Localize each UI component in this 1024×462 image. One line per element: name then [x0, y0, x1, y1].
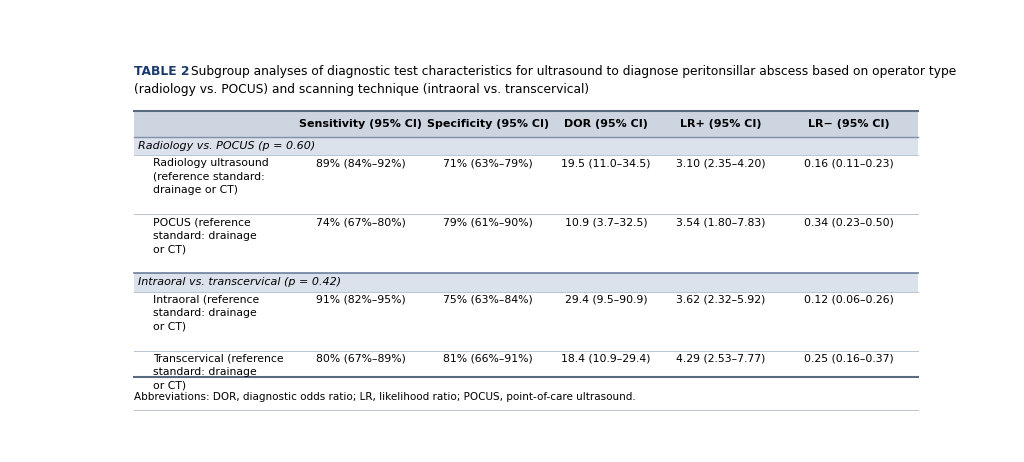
Text: 74% (67%–80%): 74% (67%–80%) — [315, 217, 406, 227]
Text: 3.62 (2.32–5.92): 3.62 (2.32–5.92) — [676, 294, 765, 304]
Text: 80% (67%–89%): 80% (67%–89%) — [315, 353, 406, 363]
Text: 0.34 (0.23–0.50): 0.34 (0.23–0.50) — [804, 217, 894, 227]
Text: (radiology vs. POCUS) and scanning technique (intraoral vs. transcervical): (radiology vs. POCUS) and scanning techn… — [134, 83, 590, 96]
Text: Subgroup analyses of diagnostic test characteristics for ultrasound to diagnose : Subgroup analyses of diagnostic test cha… — [191, 65, 956, 78]
Text: Intraoral (reference
standard: drainage
or CT): Intraoral (reference standard: drainage … — [153, 294, 259, 332]
Text: 75% (63%–84%): 75% (63%–84%) — [442, 294, 532, 304]
Text: DOR (95% CI): DOR (95% CI) — [564, 119, 648, 129]
Text: 29.4 (9.5–90.9): 29.4 (9.5–90.9) — [564, 294, 647, 304]
Text: 10.9 (3.7–32.5): 10.9 (3.7–32.5) — [564, 217, 647, 227]
Text: 91% (82%–95%): 91% (82%–95%) — [315, 294, 406, 304]
Text: Radiology vs. POCUS (p = 0.60): Radiology vs. POCUS (p = 0.60) — [138, 141, 315, 151]
Text: 79% (61%–90%): 79% (61%–90%) — [442, 217, 532, 227]
Text: POCUS (reference
standard: drainage
or CT): POCUS (reference standard: drainage or C… — [153, 217, 256, 254]
Text: 3.10 (2.35–4.20): 3.10 (2.35–4.20) — [676, 158, 766, 168]
Text: Sensitivity (95% CI): Sensitivity (95% CI) — [299, 119, 422, 129]
Text: 19.5 (11.0–34.5): 19.5 (11.0–34.5) — [561, 158, 650, 168]
Text: 0.25 (0.16–0.37): 0.25 (0.16–0.37) — [804, 353, 894, 363]
Text: Transcervical (reference
standard: drainage
or CT): Transcervical (reference standard: drain… — [153, 353, 284, 390]
Bar — [134, 137, 918, 155]
Text: 3.54 (1.80–7.83): 3.54 (1.80–7.83) — [676, 217, 765, 227]
Text: 71% (63%–79%): 71% (63%–79%) — [442, 158, 532, 168]
Text: Abbreviations: DOR, diagnostic odds ratio; LR, likelihood ratio; POCUS, point-of: Abbreviations: DOR, diagnostic odds rati… — [134, 392, 636, 401]
Text: LR− (95% CI): LR− (95% CI) — [808, 119, 890, 129]
Text: LR+ (95% CI): LR+ (95% CI) — [680, 119, 762, 129]
Bar — [134, 110, 918, 377]
Text: 0.16 (0.11–0.23): 0.16 (0.11–0.23) — [804, 158, 894, 168]
Text: 18.4 (10.9–29.4): 18.4 (10.9–29.4) — [561, 353, 650, 363]
Text: TABLE 2: TABLE 2 — [134, 65, 189, 78]
Text: Specificity (95% CI): Specificity (95% CI) — [427, 119, 549, 129]
Text: 89% (84%–92%): 89% (84%–92%) — [315, 158, 406, 168]
Bar — [134, 273, 918, 292]
Text: Intraoral vs. transcervical (p = 0.42): Intraoral vs. transcervical (p = 0.42) — [138, 277, 341, 287]
Bar — [134, 110, 918, 137]
Text: Radiology ultrasound
(reference standard:
drainage or CT): Radiology ultrasound (reference standard… — [153, 158, 268, 195]
Text: 0.12 (0.06–0.26): 0.12 (0.06–0.26) — [804, 294, 894, 304]
Text: 4.29 (2.53–7.77): 4.29 (2.53–7.77) — [676, 353, 765, 363]
Text: 81% (66%–91%): 81% (66%–91%) — [442, 353, 532, 363]
